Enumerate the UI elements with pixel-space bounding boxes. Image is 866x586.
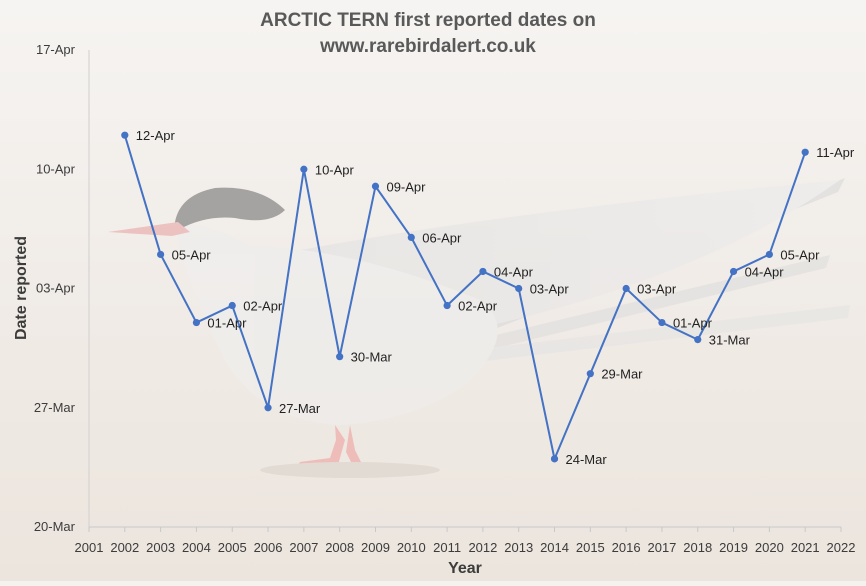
x-tick-label: 2009 <box>361 540 390 555</box>
data-label: 11-Apr <box>816 145 855 160</box>
data-point <box>765 250 773 259</box>
x-tick-label: 2020 <box>755 540 784 555</box>
x-tick-label: 2013 <box>504 540 533 555</box>
data-label: 04-Apr <box>494 264 534 279</box>
data-label: 03-Apr <box>637 282 677 297</box>
data-label: 27-Mar <box>279 401 321 416</box>
x-tick-label: 2002 <box>110 540 139 555</box>
data-point <box>336 353 344 361</box>
data-point <box>586 370 594 378</box>
data-point <box>157 250 165 259</box>
y-axis-title: Date reported <box>13 236 30 340</box>
x-tick-label: 2005 <box>218 540 247 555</box>
chart-title-line-1: ARCTIC TERN first reported dates on <box>260 10 596 31</box>
x-tick-label: 2022 <box>827 540 856 555</box>
data-point <box>694 336 702 344</box>
data-label: 06-Apr <box>422 230 462 245</box>
x-tick-label: 2021 <box>791 540 820 555</box>
x-tick-label: 2001 <box>75 540 104 555</box>
x-tick-label: 2019 <box>719 540 748 555</box>
x-axis: 2001 2002 2003 2004 2005 2006 2007 2008 2009 2010… <box>75 526 856 555</box>
data-label: 02-Apr <box>458 299 498 314</box>
data-point <box>443 301 451 310</box>
data-label: 01-Apr <box>207 316 247 331</box>
data-point <box>371 182 380 190</box>
x-tick-label: 2018 <box>683 540 712 555</box>
x-tick-label: 2003 <box>146 540 175 555</box>
y-axis: 20-Mar 27-Mar 03-Apr 10-Apr 17-Apr <box>34 42 90 534</box>
data-label: 31-Mar <box>709 333 751 348</box>
data-label: 09-Apr <box>386 179 426 194</box>
data-point <box>622 284 630 293</box>
data-point <box>550 455 559 463</box>
data-point <box>121 131 129 139</box>
data-label: 03-Apr <box>530 282 570 297</box>
x-tick-label: 2015 <box>576 540 605 555</box>
data-label: 10-Apr <box>315 162 355 177</box>
data-point <box>515 284 523 293</box>
data-point <box>407 233 415 241</box>
y-tick-label: 17-Apr <box>36 42 76 57</box>
data-point <box>801 148 809 156</box>
y-tick-label: 27-Mar <box>34 400 76 415</box>
x-tick-label: 2008 <box>325 540 354 555</box>
data-label: 05-Apr <box>172 247 212 262</box>
data-point <box>658 318 666 327</box>
x-tick-label: 2016 <box>612 540 641 555</box>
data-label: 24-Mar <box>566 452 608 467</box>
y-tick-label: 03-Apr <box>36 281 76 296</box>
data-label: 01-Apr <box>673 316 713 331</box>
x-tick-label: 2006 <box>254 540 283 555</box>
data-point <box>729 267 738 276</box>
chart-title-line-2: www.rarebirdalert.co.uk <box>319 36 536 57</box>
data-label: 05-Apr <box>780 247 820 262</box>
x-tick-label: 2014 <box>540 540 569 555</box>
y-tick-label: 10-Apr <box>36 161 76 176</box>
x-axis-title: Year <box>448 560 482 577</box>
data-label: 04-Apr <box>745 264 785 279</box>
data-label: 30-Mar <box>351 350 393 365</box>
y-tick-label: 20-Mar <box>34 519 76 534</box>
series-line <box>123 134 807 460</box>
data-point <box>264 404 272 412</box>
x-tick-label: 2011 <box>433 540 461 555</box>
data-label: 29-Mar <box>601 367 643 382</box>
data-point <box>479 267 487 276</box>
x-tick-label: 2012 <box>468 540 497 555</box>
data-point <box>228 301 236 310</box>
x-tick-label: 2004 <box>182 540 211 555</box>
arctic-tern-photo <box>108 178 850 478</box>
data-point <box>300 165 308 173</box>
data-label: 12-Apr <box>136 128 176 143</box>
x-tick-label: 2007 <box>289 540 318 555</box>
data-label: 02-Apr <box>243 299 283 314</box>
x-tick-label: 2010 <box>397 540 426 555</box>
plot-area: 12-Apr 05-Apr 01-Apr 02-Apr 27-Mar 10-Apr 30-M… <box>121 128 855 467</box>
data-point <box>192 318 201 327</box>
x-tick-label: 2017 <box>647 540 676 555</box>
